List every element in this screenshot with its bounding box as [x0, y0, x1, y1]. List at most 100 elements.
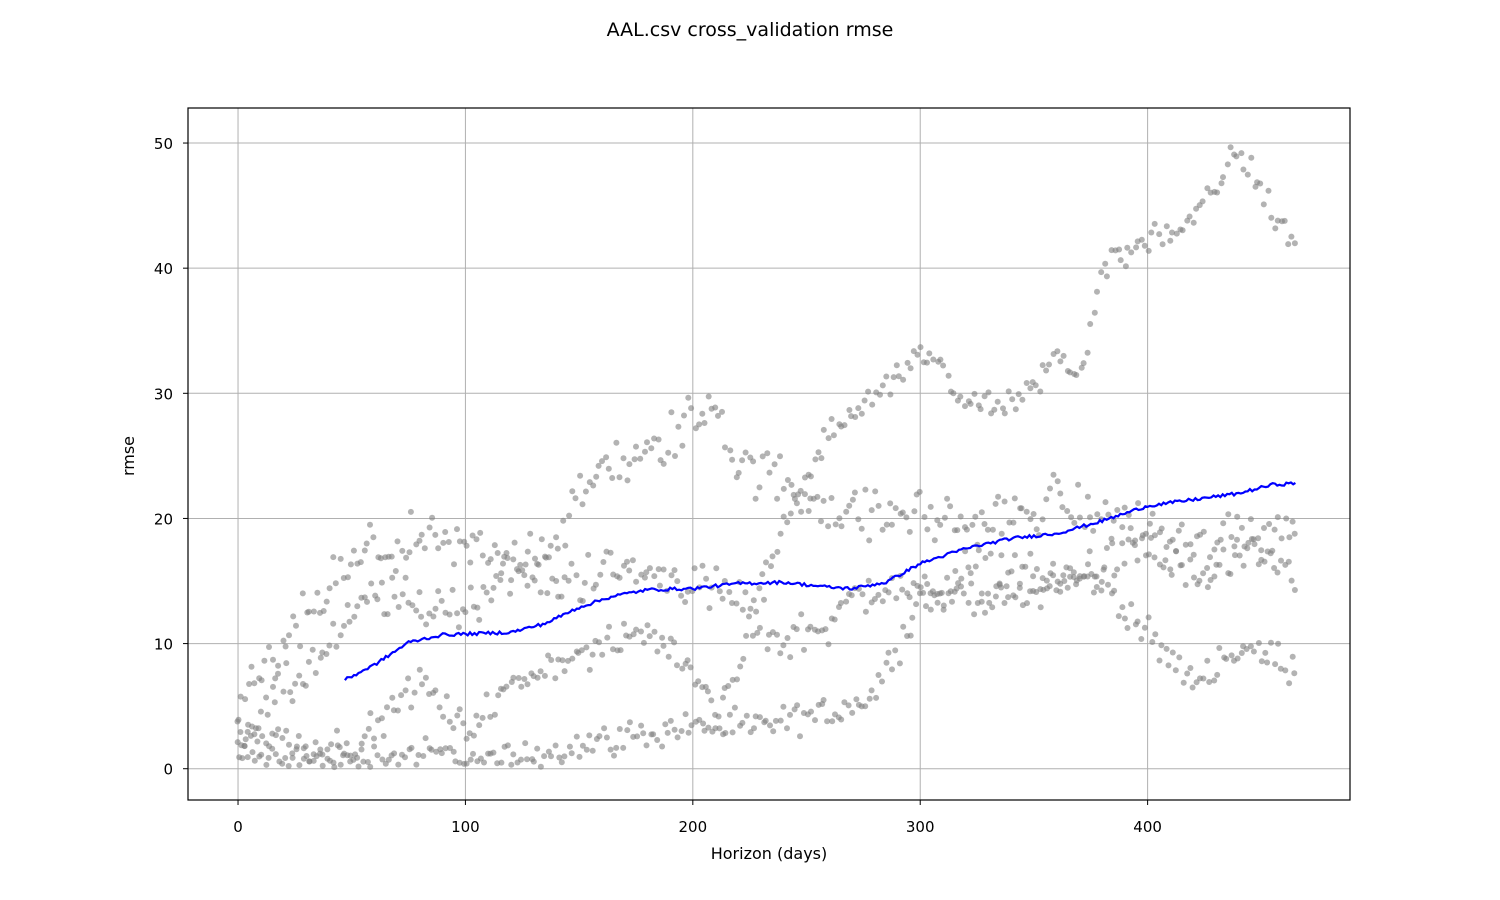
scatter-point [873, 694, 880, 701]
scatter-point [275, 726, 282, 733]
scatter-point [940, 362, 947, 369]
scatter-point [770, 728, 777, 735]
scatter-point [1187, 541, 1194, 548]
scatter-point [989, 526, 996, 533]
scatter-point [989, 604, 996, 611]
scatter-point [1146, 520, 1153, 527]
scatter-point [889, 666, 895, 673]
scatter-point [1128, 249, 1135, 256]
scatter-point [825, 435, 832, 442]
scatter-point [838, 523, 845, 530]
scatter-point [422, 674, 429, 681]
scatter-point [853, 696, 860, 703]
scatter-point [747, 605, 754, 612]
scatter-point [1132, 537, 1139, 544]
scatter-point [859, 591, 866, 598]
scatter-point [1134, 557, 1141, 564]
scatter-point [271, 699, 278, 706]
scatter-point [877, 391, 883, 398]
scatter-point [831, 616, 838, 623]
scatter-point [917, 584, 924, 591]
scatter-point [1236, 552, 1243, 559]
scatter-point [1080, 573, 1087, 580]
scatter-point [1291, 587, 1298, 593]
scatter-point [283, 727, 290, 734]
scatter-point [899, 586, 906, 593]
scatter-point [900, 623, 907, 630]
scatter-point [1119, 540, 1126, 547]
scatter-point [270, 656, 276, 663]
scatter-point [476, 722, 483, 729]
scatter-point [1248, 154, 1255, 161]
scatter-point [432, 605, 439, 612]
scatter-point [1258, 658, 1265, 665]
scatter-point [626, 567, 633, 574]
scatter-point [1001, 410, 1008, 417]
scatter-point [784, 477, 791, 483]
scatter-point [713, 565, 720, 572]
scatter-point [510, 556, 517, 563]
scatter-point [1050, 560, 1057, 567]
scatter-point [841, 699, 848, 706]
scatter-point [977, 406, 984, 413]
scatter-point [851, 489, 858, 496]
scatter-point [1076, 514, 1083, 521]
scatter-point [1175, 527, 1182, 534]
scatter-point [470, 732, 477, 739]
scatter-point [1141, 624, 1148, 631]
scatter-point [392, 568, 399, 574]
scatter-point [862, 608, 869, 615]
scatter-point [569, 488, 576, 495]
scatter-point [363, 540, 370, 547]
scatter-point [688, 722, 695, 729]
scatter-point [705, 393, 712, 400]
scatter-point [963, 526, 970, 533]
scatter-point [675, 423, 682, 430]
scatter-point [940, 602, 947, 609]
scatter-point [374, 752, 381, 759]
scatter-point [1125, 536, 1132, 543]
scatter-point [1291, 670, 1298, 677]
scatter-point [1064, 508, 1071, 514]
scatter-point [848, 592, 855, 599]
scatter-point [743, 712, 750, 719]
y-tick-label: 10 [154, 636, 173, 654]
scatter-point [749, 632, 756, 639]
scatter-point [558, 759, 565, 766]
scatter-point [712, 404, 719, 411]
scatter-point [385, 756, 392, 763]
scatter-point [972, 513, 979, 520]
scatter-point [1103, 273, 1110, 280]
scatter-point [331, 764, 338, 771]
scatter-point [446, 718, 453, 725]
scatter-point [1182, 541, 1189, 548]
scatter-point [767, 722, 773, 729]
scatter-point [280, 637, 287, 644]
scatter-point [987, 550, 994, 557]
scatter-point [537, 668, 544, 675]
scatter-point [665, 449, 672, 456]
scatter-point [923, 603, 929, 610]
scatter-point [818, 518, 824, 525]
scatter-point [1211, 677, 1218, 684]
scatter-point [660, 566, 667, 573]
scatter-point [699, 410, 706, 417]
scatter-point [1000, 405, 1006, 412]
scatter-point [638, 628, 644, 635]
scatter-point [358, 746, 365, 753]
scatter-point [1261, 558, 1268, 565]
scatter-point [446, 611, 453, 618]
scatter-point [413, 607, 420, 614]
scatter-point [1180, 679, 1187, 686]
scatter-point [493, 573, 500, 579]
scatter-point [1224, 161, 1231, 168]
scatter-point [490, 749, 497, 756]
scatter-point [531, 577, 538, 584]
scatter-point [761, 596, 767, 603]
scatter-point [1152, 631, 1159, 638]
scatter-point [447, 745, 453, 751]
scatter-point [568, 560, 575, 567]
scatter-point [389, 694, 396, 701]
scatter-point [347, 752, 354, 759]
scatter-point [1182, 582, 1189, 588]
